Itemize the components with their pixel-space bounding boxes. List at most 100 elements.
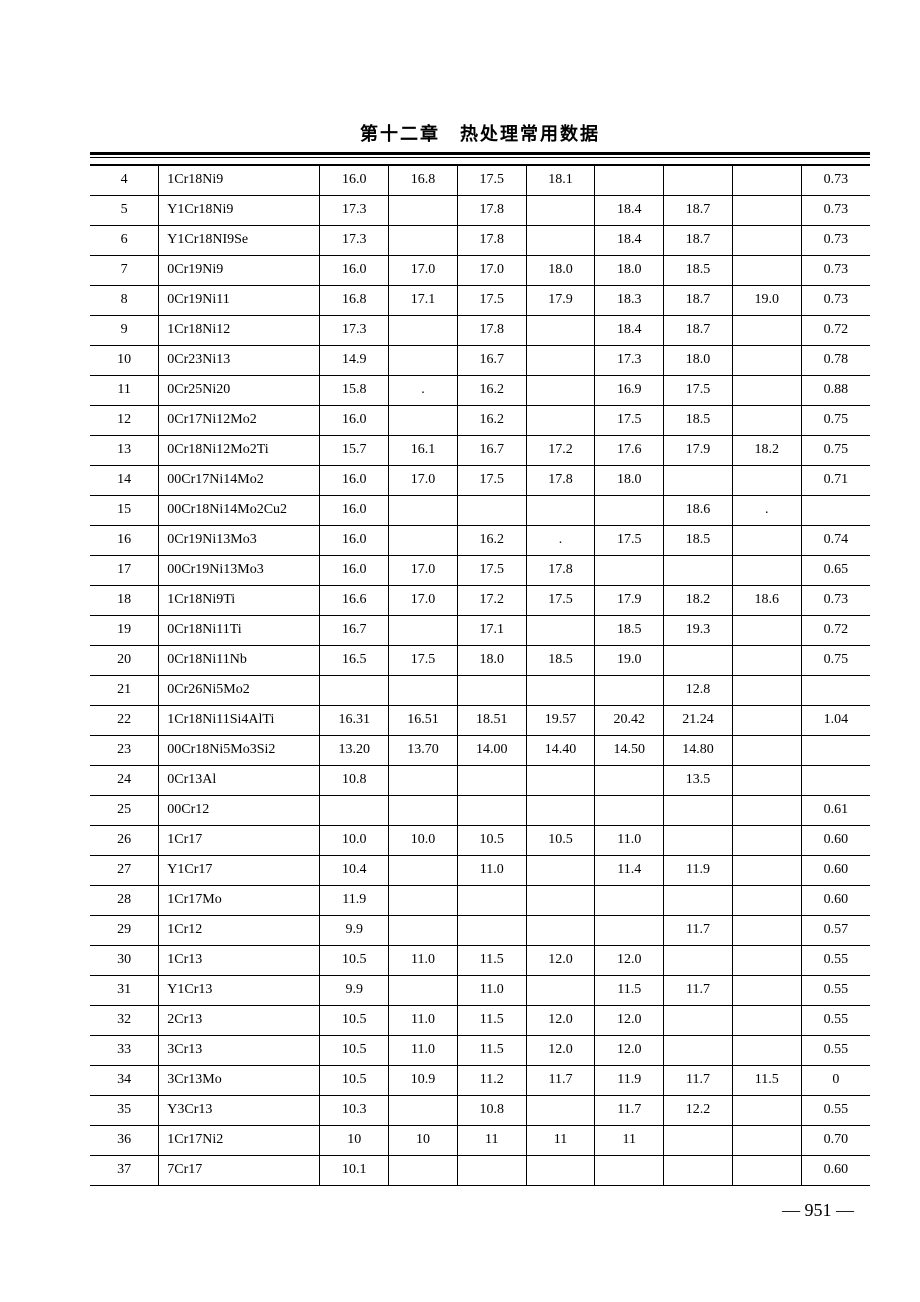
row-index: 24 (90, 765, 159, 795)
material-name: 0Cr19Ni13Mo3 (159, 525, 320, 555)
value-cell: 0.71 (801, 465, 870, 495)
value-cell: 20.42 (595, 705, 664, 735)
value-cell: 0.60 (801, 1155, 870, 1185)
row-index: 33 (90, 1035, 159, 1065)
value-cell (732, 1095, 801, 1125)
value-cell: 0.55 (801, 1035, 870, 1065)
value-cell (595, 795, 664, 825)
value-cell: 17.5 (389, 645, 458, 675)
row-index: 22 (90, 705, 159, 735)
value-cell: 11.9 (664, 855, 733, 885)
value-cell (732, 885, 801, 915)
value-cell: 11.7 (595, 1095, 664, 1125)
value-cell: 15.8 (320, 375, 389, 405)
value-cell (732, 465, 801, 495)
value-cell: 18.5 (526, 645, 595, 675)
value-cell: 11.0 (389, 1035, 458, 1065)
value-cell (664, 165, 733, 195)
value-cell: 16.2 (457, 375, 526, 405)
value-cell: 13.5 (664, 765, 733, 795)
value-cell: 17.5 (595, 405, 664, 435)
value-cell (389, 195, 458, 225)
material-name: 0Cr19Ni11 (159, 285, 320, 315)
value-cell: 0.74 (801, 525, 870, 555)
value-cell: 17.5 (457, 465, 526, 495)
table-row: 221Cr18Ni11Si4AlTi16.3116.5118.5119.5720… (90, 705, 870, 735)
value-cell: 16.0 (320, 555, 389, 585)
value-cell: 12.0 (526, 1005, 595, 1035)
value-cell: 0.75 (801, 435, 870, 465)
value-cell: 18.5 (664, 255, 733, 285)
value-cell: 11 (526, 1125, 595, 1155)
value-cell (664, 885, 733, 915)
value-cell: 17.5 (457, 165, 526, 195)
value-cell: 17.5 (664, 375, 733, 405)
value-cell (389, 1155, 458, 1185)
value-cell: 18.2 (664, 585, 733, 615)
value-cell (457, 765, 526, 795)
value-cell (389, 525, 458, 555)
value-cell (457, 675, 526, 705)
material-name: 0Cr23Ni13 (159, 345, 320, 375)
value-cell: 11.4 (595, 855, 664, 885)
value-cell: 13.20 (320, 735, 389, 765)
value-cell (389, 675, 458, 705)
value-cell: 0.55 (801, 1095, 870, 1125)
value-cell (526, 1095, 595, 1125)
row-index: 19 (90, 615, 159, 645)
value-cell: 11.5 (595, 975, 664, 1005)
table-row: 100Cr23Ni1314.916.717.318.00.78 (90, 345, 870, 375)
value-cell: 17.1 (457, 615, 526, 645)
value-cell: 17.9 (595, 585, 664, 615)
value-cell: 19.0 (595, 645, 664, 675)
value-cell (732, 945, 801, 975)
value-cell: 16.0 (320, 255, 389, 285)
value-cell (389, 315, 458, 345)
value-cell: 16.6 (320, 585, 389, 615)
value-cell: 17.2 (526, 435, 595, 465)
table-row: 27Y1Cr1710.411.011.411.90.60 (90, 855, 870, 885)
value-cell: 21.24 (664, 705, 733, 735)
value-cell (389, 855, 458, 885)
value-cell: 10.8 (320, 765, 389, 795)
value-cell: 11.0 (389, 945, 458, 975)
value-cell: 12.0 (595, 1035, 664, 1065)
value-cell: 11.7 (664, 915, 733, 945)
value-cell (526, 795, 595, 825)
value-cell: 14.80 (664, 735, 733, 765)
value-cell (526, 915, 595, 945)
row-index: 18 (90, 585, 159, 615)
value-cell: 11.0 (457, 975, 526, 1005)
value-cell: 11.0 (389, 1005, 458, 1035)
row-index: 31 (90, 975, 159, 1005)
value-cell: 10.5 (526, 825, 595, 855)
material-name: 0Cr25Ni20 (159, 375, 320, 405)
row-index: 28 (90, 885, 159, 915)
table-row: 110Cr25Ni2015.8.16.216.917.50.88 (90, 375, 870, 405)
value-cell: 17.0 (389, 255, 458, 285)
value-cell (732, 705, 801, 735)
table-row: 210Cr26Ni5Mo212.8 (90, 675, 870, 705)
material-name: 00Cr17Ni14Mo2 (159, 465, 320, 495)
value-cell (526, 315, 595, 345)
value-cell: 17.1 (389, 285, 458, 315)
value-cell (732, 345, 801, 375)
material-name: Y1Cr17 (159, 855, 320, 885)
value-cell: 14.00 (457, 735, 526, 765)
material-name: 0Cr17Ni12Mo2 (159, 405, 320, 435)
row-index: 10 (90, 345, 159, 375)
value-cell: 11.5 (457, 1035, 526, 1065)
value-cell: 11.0 (595, 825, 664, 855)
value-cell: 18.7 (664, 195, 733, 225)
value-cell: 11 (595, 1125, 664, 1155)
value-cell (732, 315, 801, 345)
material-name: 0Cr18Ni11Nb (159, 645, 320, 675)
row-index: 8 (90, 285, 159, 315)
material-name: 1Cr18Ni11Si4AlTi (159, 705, 320, 735)
value-cell: 12.0 (526, 1035, 595, 1065)
value-cell (526, 375, 595, 405)
value-cell (526, 195, 595, 225)
value-cell: 0 (801, 1065, 870, 1095)
row-index: 17 (90, 555, 159, 585)
value-cell: 15.7 (320, 435, 389, 465)
